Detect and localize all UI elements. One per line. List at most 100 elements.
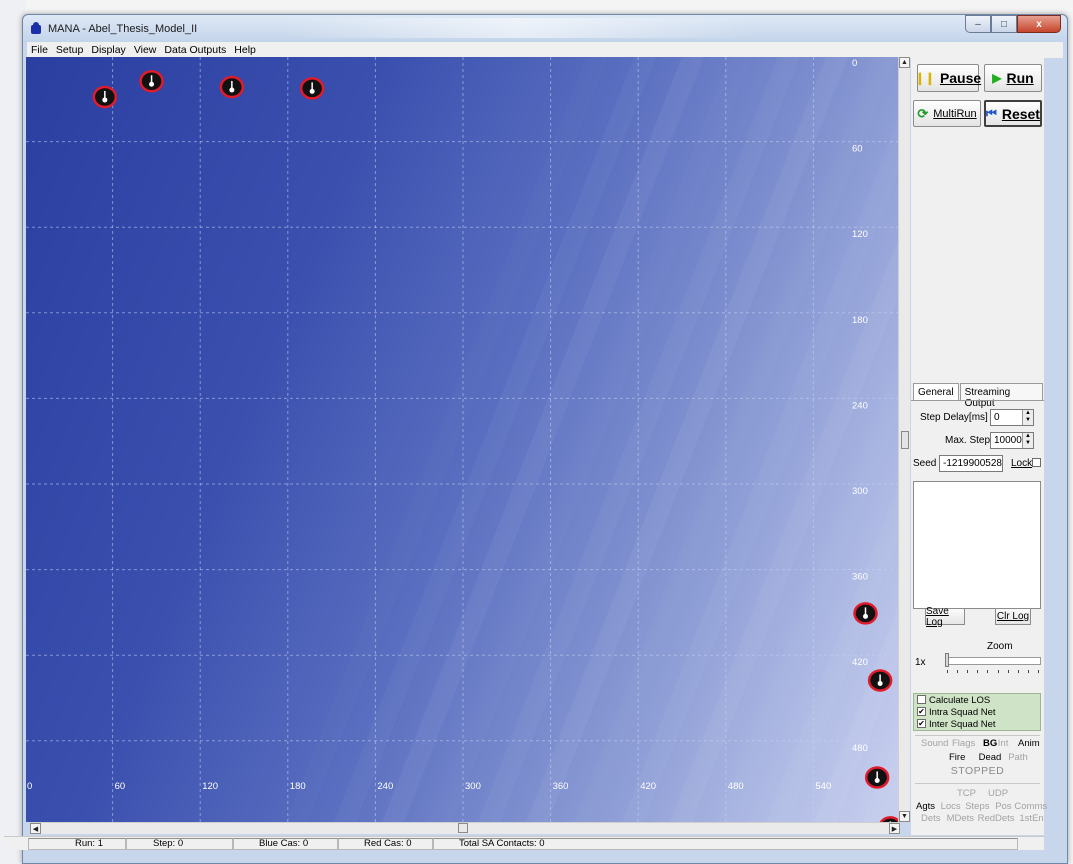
lock-checkbox[interactable]: [1032, 458, 1041, 467]
play-icon: ▶: [992, 71, 1002, 85]
option-1sten[interactable]: 1stEn: [1019, 813, 1044, 824]
x-tick-label: 240: [377, 781, 393, 792]
panel-divider: [915, 735, 1040, 736]
scroll-up-arrow-icon[interactable]: ▲: [899, 57, 910, 68]
red-agent-icon[interactable]: [139, 70, 164, 93]
general-tab-page: Step Delay[ms] 0 ▲ ▼ Max. Steps 10000 ▲ ▼ …: [911, 400, 1044, 492]
option-dead[interactable]: Dead: [978, 752, 1002, 763]
option-anim[interactable]: Anim: [1018, 738, 1040, 749]
network-options: Calculate LOS ✔ Intra Squad Net ✔ Inter Sq…: [913, 693, 1041, 731]
scroll-left-arrow-icon[interactable]: ◀: [30, 823, 41, 834]
zoom-value: 1x: [915, 657, 926, 668]
red-agent-icon[interactable]: [864, 766, 890, 789]
zoom-slider-thumb[interactable]: [945, 653, 949, 667]
run-button[interactable]: ▶ Run: [984, 64, 1042, 92]
max-steps-spinner[interactable]: 10000 ▲ ▼: [990, 432, 1034, 449]
option-bg[interactable]: BG: [983, 738, 998, 749]
x-tick-label: 540: [815, 781, 831, 792]
reset-button[interactable]: ⏮ Reset: [984, 100, 1042, 127]
inter-squad-checkbox[interactable]: ✔: [917, 718, 926, 728]
zoom-slider-track[interactable]: [945, 657, 1041, 665]
close-button[interactable]: x: [1017, 15, 1061, 33]
option-int[interactable]: Int: [997, 738, 1009, 749]
terrain-band: [382, 57, 704, 822]
option-dets[interactable]: Dets: [921, 813, 941, 824]
lock-label: Lock: [1011, 458, 1033, 469]
panel-split-handle[interactable]: [901, 431, 909, 449]
terrain-band: [670, 240, 898, 822]
red-agent-icon[interactable]: [219, 75, 245, 99]
option-fire[interactable]: Fire: [949, 752, 966, 763]
step-delay-spinner[interactable]: 0 ▲ ▼: [990, 409, 1034, 426]
y-tick-label: 480: [852, 743, 868, 754]
tab-general[interactable]: General: [913, 383, 959, 401]
option-agts[interactable]: Agts: [916, 801, 936, 812]
pause-icon: ❙❙: [914, 71, 935, 85]
scroll-right-arrow-icon[interactable]: ▶: [889, 823, 900, 834]
calculate-los-checkbox[interactable]: [917, 694, 926, 704]
menu-view[interactable]: View: [133, 44, 157, 56]
x-tick-label: 360: [553, 781, 569, 792]
menu-display[interactable]: Display: [91, 44, 126, 56]
spinner-arrows-icon[interactable]: ▲ ▼: [1022, 433, 1033, 448]
menu-data-outputs[interactable]: Data Outputs: [164, 44, 227, 56]
pause-button[interactable]: ❙❙ Pause: [914, 64, 981, 92]
y-tick-label: 420: [852, 657, 868, 668]
spinner-arrows-icon[interactable]: ▲ ▼: [1022, 410, 1033, 425]
battlefield-map[interactable]: 60 120 180 240 300 360 420 480 540 0 60 120 180 240 30…: [26, 57, 898, 822]
red-agent-icon[interactable]: [92, 85, 118, 109]
y-tick-label: 300: [852, 486, 868, 497]
max-steps-value: 10000: [994, 435, 1022, 446]
option-reddets[interactable]: RedDets: [977, 813, 1015, 824]
tcp-option[interactable]: TCP: [957, 788, 976, 799]
tab-streaming-output[interactable]: Streaming Output: [959, 383, 1043, 409]
x-tick-label: 60: [115, 781, 126, 792]
map-horizontal-scrollbar[interactable]: ◀ ▶: [30, 822, 900, 834]
log-output[interactable]: [913, 481, 1041, 609]
menu-file[interactable]: File: [31, 44, 48, 56]
save-log-button[interactable]: Save Log: [925, 606, 965, 628]
option-path[interactable]: Path: [1008, 752, 1028, 763]
clr-log-button[interactable]: Clr Log: [995, 608, 1031, 625]
max-steps-label: Max. Steps: [945, 435, 996, 446]
title-bar[interactable]: MANA - Abel_Thesis_Model_II – □ x: [23, 15, 1067, 42]
status-run: Run: 1: [28, 838, 126, 850]
option-comms[interactable]: Comms: [1014, 801, 1048, 812]
skip-back-icon: ⏮: [986, 106, 997, 120]
terrain-band: [526, 57, 848, 822]
intra-squad-option[interactable]: ✔ Intra Squad Net: [917, 706, 996, 718]
battlefield-map-canvas: 60 120 180 240 300 360 420 480 540 0 60 120 180 240 30…: [26, 57, 898, 822]
red-agent-icon[interactable]: [867, 669, 893, 692]
x-tick-label: 300: [465, 781, 481, 792]
option-mdets[interactable]: MDets: [946, 813, 975, 824]
step-delay-value: 0: [994, 412, 1000, 423]
scroll-down-arrow-icon[interactable]: ▼: [899, 811, 910, 822]
option-pos[interactable]: Pos: [995, 801, 1012, 812]
multirun-button[interactable]: ⟳ MultiRun: [913, 100, 981, 127]
udp-option[interactable]: UDP: [988, 788, 1009, 799]
option-steps[interactable]: Steps: [965, 801, 990, 812]
menu-setup[interactable]: Setup: [55, 44, 84, 56]
refresh-icon: ⟳: [917, 105, 929, 121]
seed-label: Seed: [913, 458, 937, 469]
red-agent-icon[interactable]: [299, 77, 325, 100]
seed-input[interactable]: -1219900528: [939, 455, 1003, 472]
inter-squad-option[interactable]: ✔ Inter Squad Net: [917, 718, 996, 730]
maximize-button[interactable]: □: [991, 15, 1017, 33]
status-step: Step: 0: [126, 838, 233, 850]
minimize-button[interactable]: –: [965, 15, 991, 33]
menu-help[interactable]: Help: [234, 44, 256, 56]
horizontal-scroll-thumb[interactable]: [458, 823, 468, 833]
run-status: STOPPED: [950, 765, 1005, 777]
red-agent-icon[interactable]: [879, 816, 898, 822]
option-locs[interactable]: Locs: [940, 801, 961, 812]
background-window-strip: [0, 0, 26, 864]
red-agent-icon[interactable]: [853, 602, 878, 625]
option-flags[interactable]: Flags: [952, 738, 976, 749]
mana-app-icon: [31, 22, 41, 34]
calculate-los-option[interactable]: Calculate LOS: [917, 694, 990, 706]
option-sound[interactable]: Sound: [921, 738, 949, 749]
window-title: MANA - Abel_Thesis_Model_II: [48, 23, 198, 35]
intra-squad-checkbox[interactable]: ✔: [917, 706, 926, 716]
